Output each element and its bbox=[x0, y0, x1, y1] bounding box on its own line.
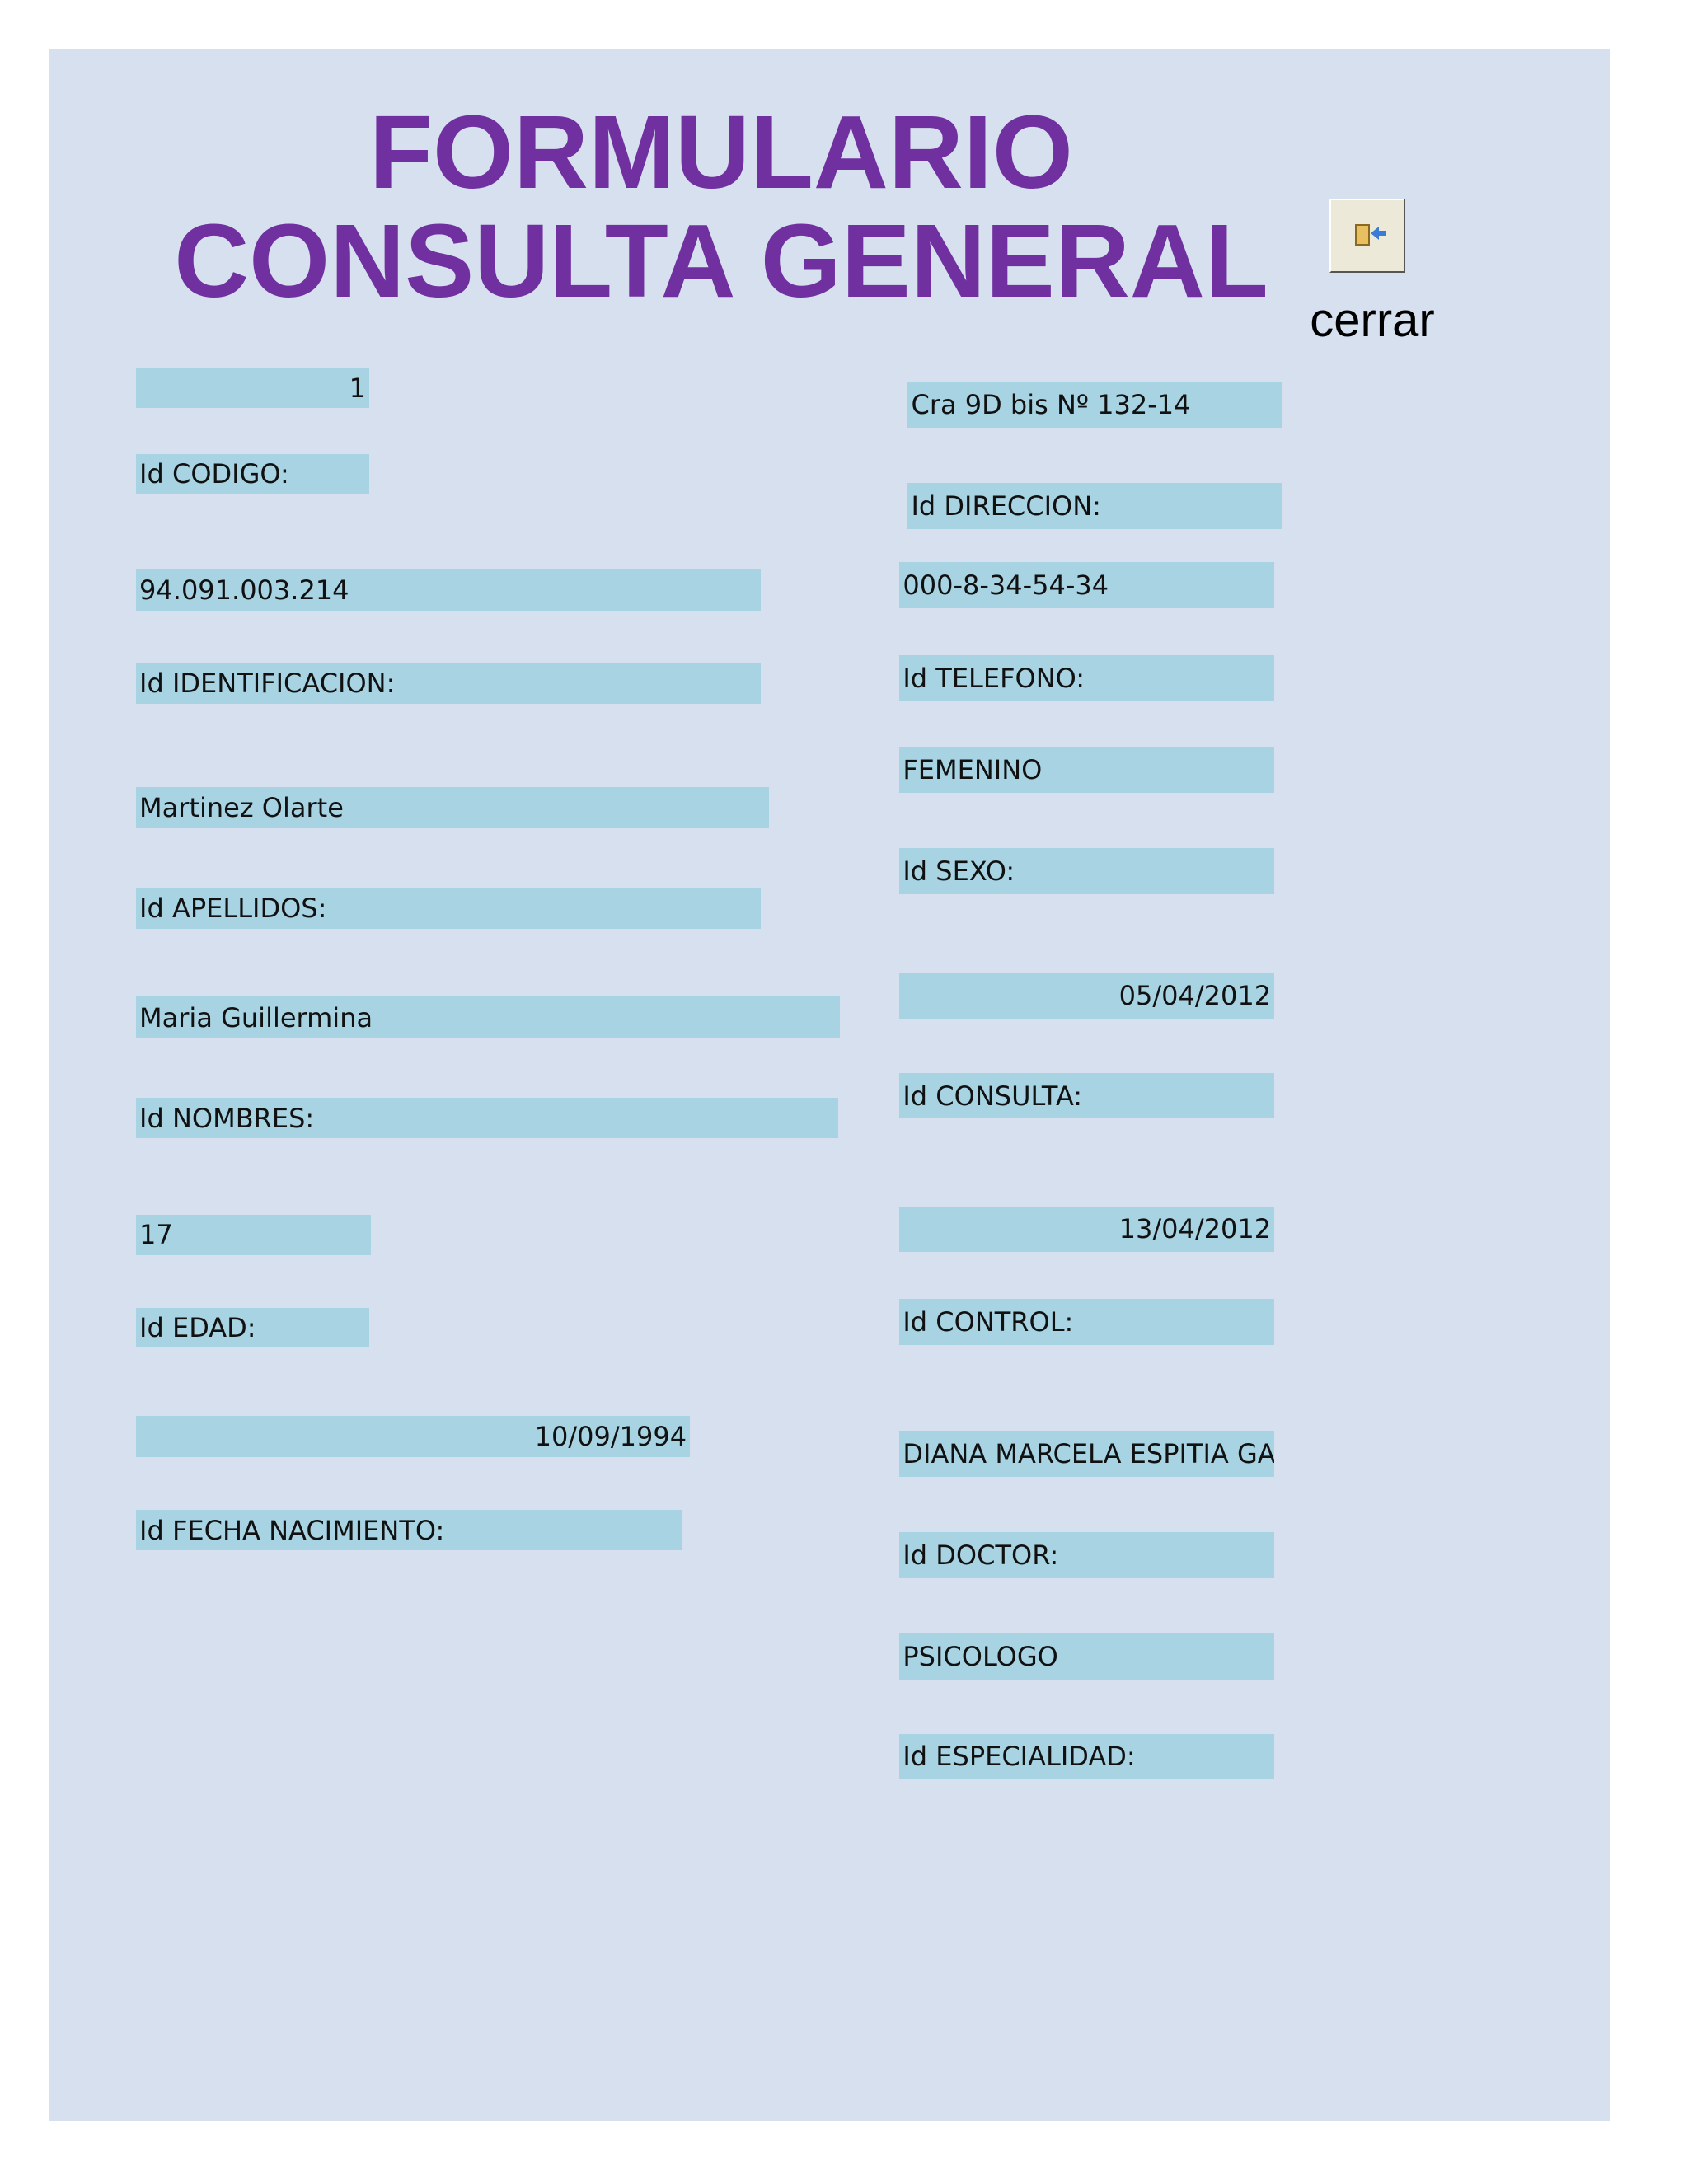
field-label: Id DOCTOR: bbox=[899, 1532, 1275, 1578]
close-label[interactable]: cerrar bbox=[1310, 293, 1435, 347]
form-title: FORMULARIO bbox=[369, 94, 1073, 210]
field-value: 10/09/1994 bbox=[136, 1415, 691, 1458]
field-label: Id TELEFONO: bbox=[899, 654, 1275, 701]
field-value: Cra 9D bis Nº 132-14 bbox=[907, 382, 1283, 428]
field-label: Id CODIGO: bbox=[136, 453, 369, 494]
field-value: Maria Guillermina bbox=[136, 996, 840, 1038]
field-label: Id APELLIDOS: bbox=[136, 888, 761, 929]
field-value: Martinez Olarte bbox=[136, 786, 770, 829]
field-value: 94.091.003.214 bbox=[136, 569, 761, 612]
field-label: Id SEXO: bbox=[899, 848, 1275, 894]
field-label: Id CONTROL: bbox=[899, 1299, 1275, 1345]
field-value: 1 bbox=[136, 368, 369, 409]
form-panel bbox=[49, 49, 1610, 2121]
close-button[interactable] bbox=[1329, 199, 1405, 273]
field-label: Id IDENTIFICACION: bbox=[136, 663, 761, 704]
field-value: PSICOLOGO bbox=[899, 1633, 1275, 1680]
field-label: Id NOMBRES: bbox=[136, 1098, 839, 1139]
field-value: FEMENINO bbox=[899, 747, 1275, 793]
field-value: 17 bbox=[136, 1214, 371, 1255]
form-title: CONSULTA GENERAL bbox=[174, 203, 1268, 319]
field-value: DIANA MARCELA ESPITIA GA bbox=[899, 1431, 1275, 1477]
field-label: Id FECHA NACIMIENTO: bbox=[136, 1510, 682, 1551]
field-value: 13/04/2012 bbox=[899, 1206, 1275, 1253]
field-label: Id CONSULTA: bbox=[899, 1072, 1275, 1119]
field-label: Id ESPECIALIDAD: bbox=[899, 1733, 1275, 1780]
field-label: Id EDAD: bbox=[136, 1307, 369, 1348]
field-value: 000-8-34-54-34 bbox=[899, 562, 1275, 608]
field-value: 05/04/2012 bbox=[899, 972, 1275, 1019]
close-icon bbox=[1355, 224, 1386, 246]
field-label: Id DIRECCION: bbox=[907, 483, 1283, 529]
